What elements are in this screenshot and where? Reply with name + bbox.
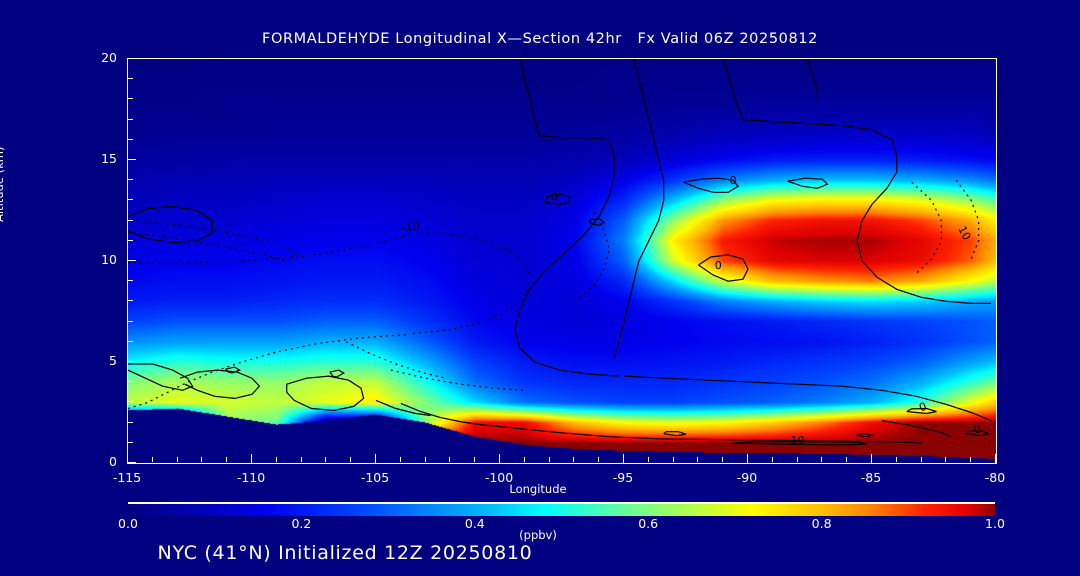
x-tick-label: -110 <box>236 470 266 485</box>
x-minor-tick <box>548 457 550 462</box>
x-minor-tick <box>399 457 401 462</box>
x-tick-mark <box>251 454 252 463</box>
x-tick-mark <box>127 454 128 463</box>
x-tick-label: -100 <box>484 470 514 485</box>
x-minor-tick <box>151 457 153 462</box>
x-minor-tick <box>598 457 600 462</box>
y-minor-tick <box>128 320 133 322</box>
colorbar <box>128 502 995 516</box>
x-tick-label: -85 <box>860 470 882 485</box>
y-tick-mark <box>128 462 136 463</box>
x-minor-tick <box>449 457 451 462</box>
x-minor-tick <box>474 457 476 462</box>
svg-text:0: 0 <box>917 400 928 415</box>
x-minor-tick <box>821 457 823 462</box>
x-minor-tick <box>970 457 972 462</box>
chart-caption: NYC (41°N) Initialized 12Z 20250810 <box>157 542 533 564</box>
svg-text:0: 0 <box>715 259 722 272</box>
x-axis-label: Longitude <box>509 482 567 496</box>
x-minor-tick <box>796 457 798 462</box>
y-tick-mark <box>128 361 136 362</box>
x-minor-tick <box>424 457 426 462</box>
x-tick-mark <box>375 454 376 463</box>
y-minor-tick <box>128 381 133 383</box>
chart-title: FORMALDEHYDE Longitudinal X—Section 42hr… <box>262 31 818 47</box>
x-minor-tick <box>672 457 674 462</box>
x-minor-tick <box>697 457 699 462</box>
y-tick-label: 15 <box>101 151 117 166</box>
x-minor-tick <box>647 457 649 462</box>
y-tick-label: 20 <box>101 50 117 65</box>
colorbar-tick-label: 0.2 <box>291 516 312 531</box>
y-minor-tick <box>128 421 133 423</box>
y-minor-tick <box>128 98 133 100</box>
x-minor-tick <box>201 457 203 462</box>
colorbar-tick-label: 0.0 <box>118 516 138 531</box>
x-minor-tick <box>771 457 773 462</box>
y-minor-tick <box>128 441 133 443</box>
x-tick-mark <box>995 454 996 463</box>
y-minor-tick <box>128 118 133 120</box>
svg-text:-10: -10 <box>401 220 420 234</box>
y-minor-tick <box>128 401 133 403</box>
y-minor-tick <box>128 219 133 221</box>
x-minor-tick <box>226 457 228 462</box>
x-minor-tick <box>176 457 178 462</box>
x-tick-label: -95 <box>612 470 634 485</box>
x-minor-tick <box>945 457 947 462</box>
x-minor-tick <box>846 457 848 462</box>
y-minor-tick <box>128 199 133 201</box>
x-minor-tick <box>325 457 327 462</box>
y-tick-label: 10 <box>101 252 117 267</box>
x-minor-tick <box>920 457 922 462</box>
x-minor-tick <box>523 457 525 462</box>
x-minor-tick <box>722 457 724 462</box>
x-tick-mark <box>871 454 872 463</box>
y-tick-label: 5 <box>109 353 117 368</box>
svg-text:10: 10 <box>955 224 973 242</box>
y-axis-label: Altitude (km) <box>0 146 6 222</box>
y-minor-tick <box>128 78 133 80</box>
colorbar-tick-label: 0.8 <box>811 516 832 531</box>
y-minor-tick <box>128 340 133 342</box>
colorbar-tick-label: 0.4 <box>464 516 485 531</box>
y-minor-tick <box>128 300 133 302</box>
y-minor-tick <box>128 239 133 241</box>
svg-text:10: 10 <box>791 434 805 447</box>
colorbar-units: (ppbv) <box>519 528 557 542</box>
y-tick-label: 0 <box>109 454 117 469</box>
x-tick-label: -115 <box>112 470 142 485</box>
colorbar-tick-label: 0.6 <box>638 516 659 531</box>
cross-section-plot: -10 10 0 0 0 10 0 0 <box>127 58 997 464</box>
y-tick-mark <box>128 260 136 261</box>
x-tick-label: -105 <box>360 470 390 485</box>
x-tick-label: -90 <box>736 470 758 485</box>
colorbar-tick-label: 1.0 <box>985 516 1005 531</box>
svg-text:0: 0 <box>972 422 983 437</box>
x-minor-tick <box>573 457 575 462</box>
x-minor-tick <box>275 457 277 462</box>
x-minor-tick <box>350 457 352 462</box>
x-minor-tick <box>895 457 897 462</box>
svg-text:0: 0 <box>551 190 558 203</box>
x-tick-mark <box>747 454 748 463</box>
x-minor-tick <box>300 457 302 462</box>
y-minor-tick <box>128 280 133 282</box>
y-tick-mark <box>128 159 136 160</box>
y-tick-mark <box>128 58 136 59</box>
temperature-contours: -10 10 0 0 0 10 0 0 <box>128 59 992 447</box>
x-tick-mark <box>499 454 500 463</box>
x-tick-mark <box>623 454 624 463</box>
x-tick-label: -80 <box>984 470 1006 485</box>
y-minor-tick <box>128 179 133 181</box>
y-minor-tick <box>128 138 133 140</box>
svg-text:0: 0 <box>730 174 737 187</box>
